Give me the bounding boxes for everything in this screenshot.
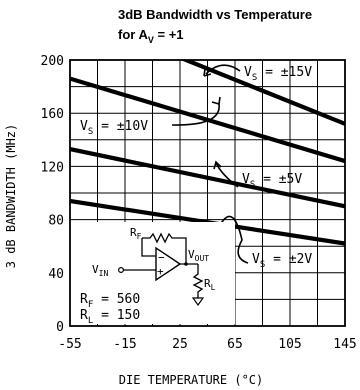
vout-label-main: V <box>188 248 195 261</box>
y-tick-label-2: 80 <box>48 214 64 229</box>
output-node <box>184 262 188 266</box>
tick-labels: -55 -15 25 65 105 145 0 40 80 120 160 200 <box>41 54 357 352</box>
x-tick-label-1: -15 <box>113 337 136 352</box>
y-tick-label-3: 120 <box>41 160 64 175</box>
rl-value-sub: L <box>88 316 93 326</box>
x-tick-label-5: 145 <box>333 337 356 352</box>
callout-15v <box>205 64 241 75</box>
series-label-5v-group: VS = ±5V <box>213 160 302 190</box>
rf-value: = 560 <box>93 292 140 307</box>
rf-value-main: R <box>80 292 88 307</box>
series-label-5v-sub: S <box>250 180 255 190</box>
series-line-5v <box>70 147 345 209</box>
series-label-10v-value: = ±10V <box>93 119 148 134</box>
rf-label: RF <box>130 226 142 241</box>
series-label-10v: VS = ±10V <box>80 119 148 137</box>
rf-resistor <box>142 232 187 263</box>
rl-label-main: R <box>204 277 211 290</box>
y-tick-label-0: 0 <box>56 320 64 335</box>
subtitle-prefix: for A <box>118 27 148 42</box>
series-label-15v-value: = ±15V <box>257 65 312 80</box>
chart-subtitle: for AV = +1 <box>118 27 184 45</box>
rl-resistor <box>192 264 204 298</box>
subtitle-suffix: = +1 <box>154 27 184 42</box>
series-line-15v <box>180 60 345 126</box>
callout-5v-arrowhead <box>213 160 222 170</box>
rf-value-sub: F <box>88 300 93 310</box>
series-label-2v: VS = ±2V <box>252 252 312 270</box>
x-tick-label-2: 25 <box>172 337 188 352</box>
series-label-10v-group: VS = ±10V <box>80 96 221 137</box>
y-tick-label-4: 160 <box>41 107 64 122</box>
vin-label: VIN <box>92 263 108 278</box>
vout-label-sub: OUT <box>195 254 210 263</box>
op-amp <box>155 246 182 282</box>
rf-label-sub: F <box>137 232 142 241</box>
op-amp-minus: − <box>158 251 165 264</box>
chart-title: 3dB Bandwidth vs Temperature <box>118 7 312 22</box>
series-label-5v-value: = ±5V <box>255 172 302 187</box>
vin-label-sub: IN <box>99 269 109 278</box>
series-label-15v: VS = ±15V <box>244 65 312 83</box>
series-label-15v-sub: S <box>252 73 257 83</box>
series-line-10v <box>70 76 345 164</box>
callout-15v-arrowhead <box>203 68 212 77</box>
vin-terminal <box>117 267 124 274</box>
callout-2v <box>221 215 249 264</box>
x-tick-label-4: 105 <box>278 337 301 352</box>
ground-symbol <box>191 297 205 307</box>
subtitle-sub: V <box>148 35 154 45</box>
series-label-10v-main: V <box>80 119 88 134</box>
x-tick-label-3: 65 <box>227 337 243 352</box>
x-axis-title: DIE TEMPERATURE (°C) <box>119 373 264 387</box>
vin-label-main: V <box>92 263 99 276</box>
plot-frame <box>69 59 346 327</box>
y-tick-label-5: 200 <box>41 54 64 69</box>
vout-label: VOUT <box>188 248 209 263</box>
series-label-2v-main: V <box>252 252 260 267</box>
rl-label-sub: L <box>211 283 216 292</box>
rl-value: = 150 <box>93 308 140 323</box>
rf-value-label: RF = 560 <box>80 292 140 310</box>
rl-value-label: RL = 150 <box>80 308 140 326</box>
callout-10v-arrowhead <box>211 96 221 106</box>
op-amp-plus: + <box>157 265 164 278</box>
circuit-diagram: RF − + VOUT VIN RL RF = 560 RL = 150 <box>70 222 235 326</box>
rl-value-main: R <box>80 308 88 323</box>
series-label-5v: VS = ±5V <box>242 172 302 190</box>
rf-label-main: R <box>130 226 137 239</box>
series-label-15v-group: VS = ±15V <box>203 64 312 83</box>
series-label-2v-sub: S <box>260 260 265 270</box>
y-axis-title: 3 dB BANDWIDTH (MHz) <box>4 124 18 269</box>
series-label-15v-main: V <box>244 65 252 80</box>
series-label-10v-sub: S <box>88 127 93 137</box>
rl-label: RL <box>204 277 216 292</box>
series-label-2v-value: = ±2V <box>265 252 312 267</box>
circuit-background <box>70 222 235 324</box>
callout-5v <box>215 162 239 188</box>
callout-10v <box>171 103 220 126</box>
x-tick-label-0: -55 <box>58 337 81 352</box>
feedback-wire <box>141 238 156 257</box>
series-label-5v-main: V <box>242 172 250 187</box>
y-tick-label-1: 40 <box>48 267 64 282</box>
